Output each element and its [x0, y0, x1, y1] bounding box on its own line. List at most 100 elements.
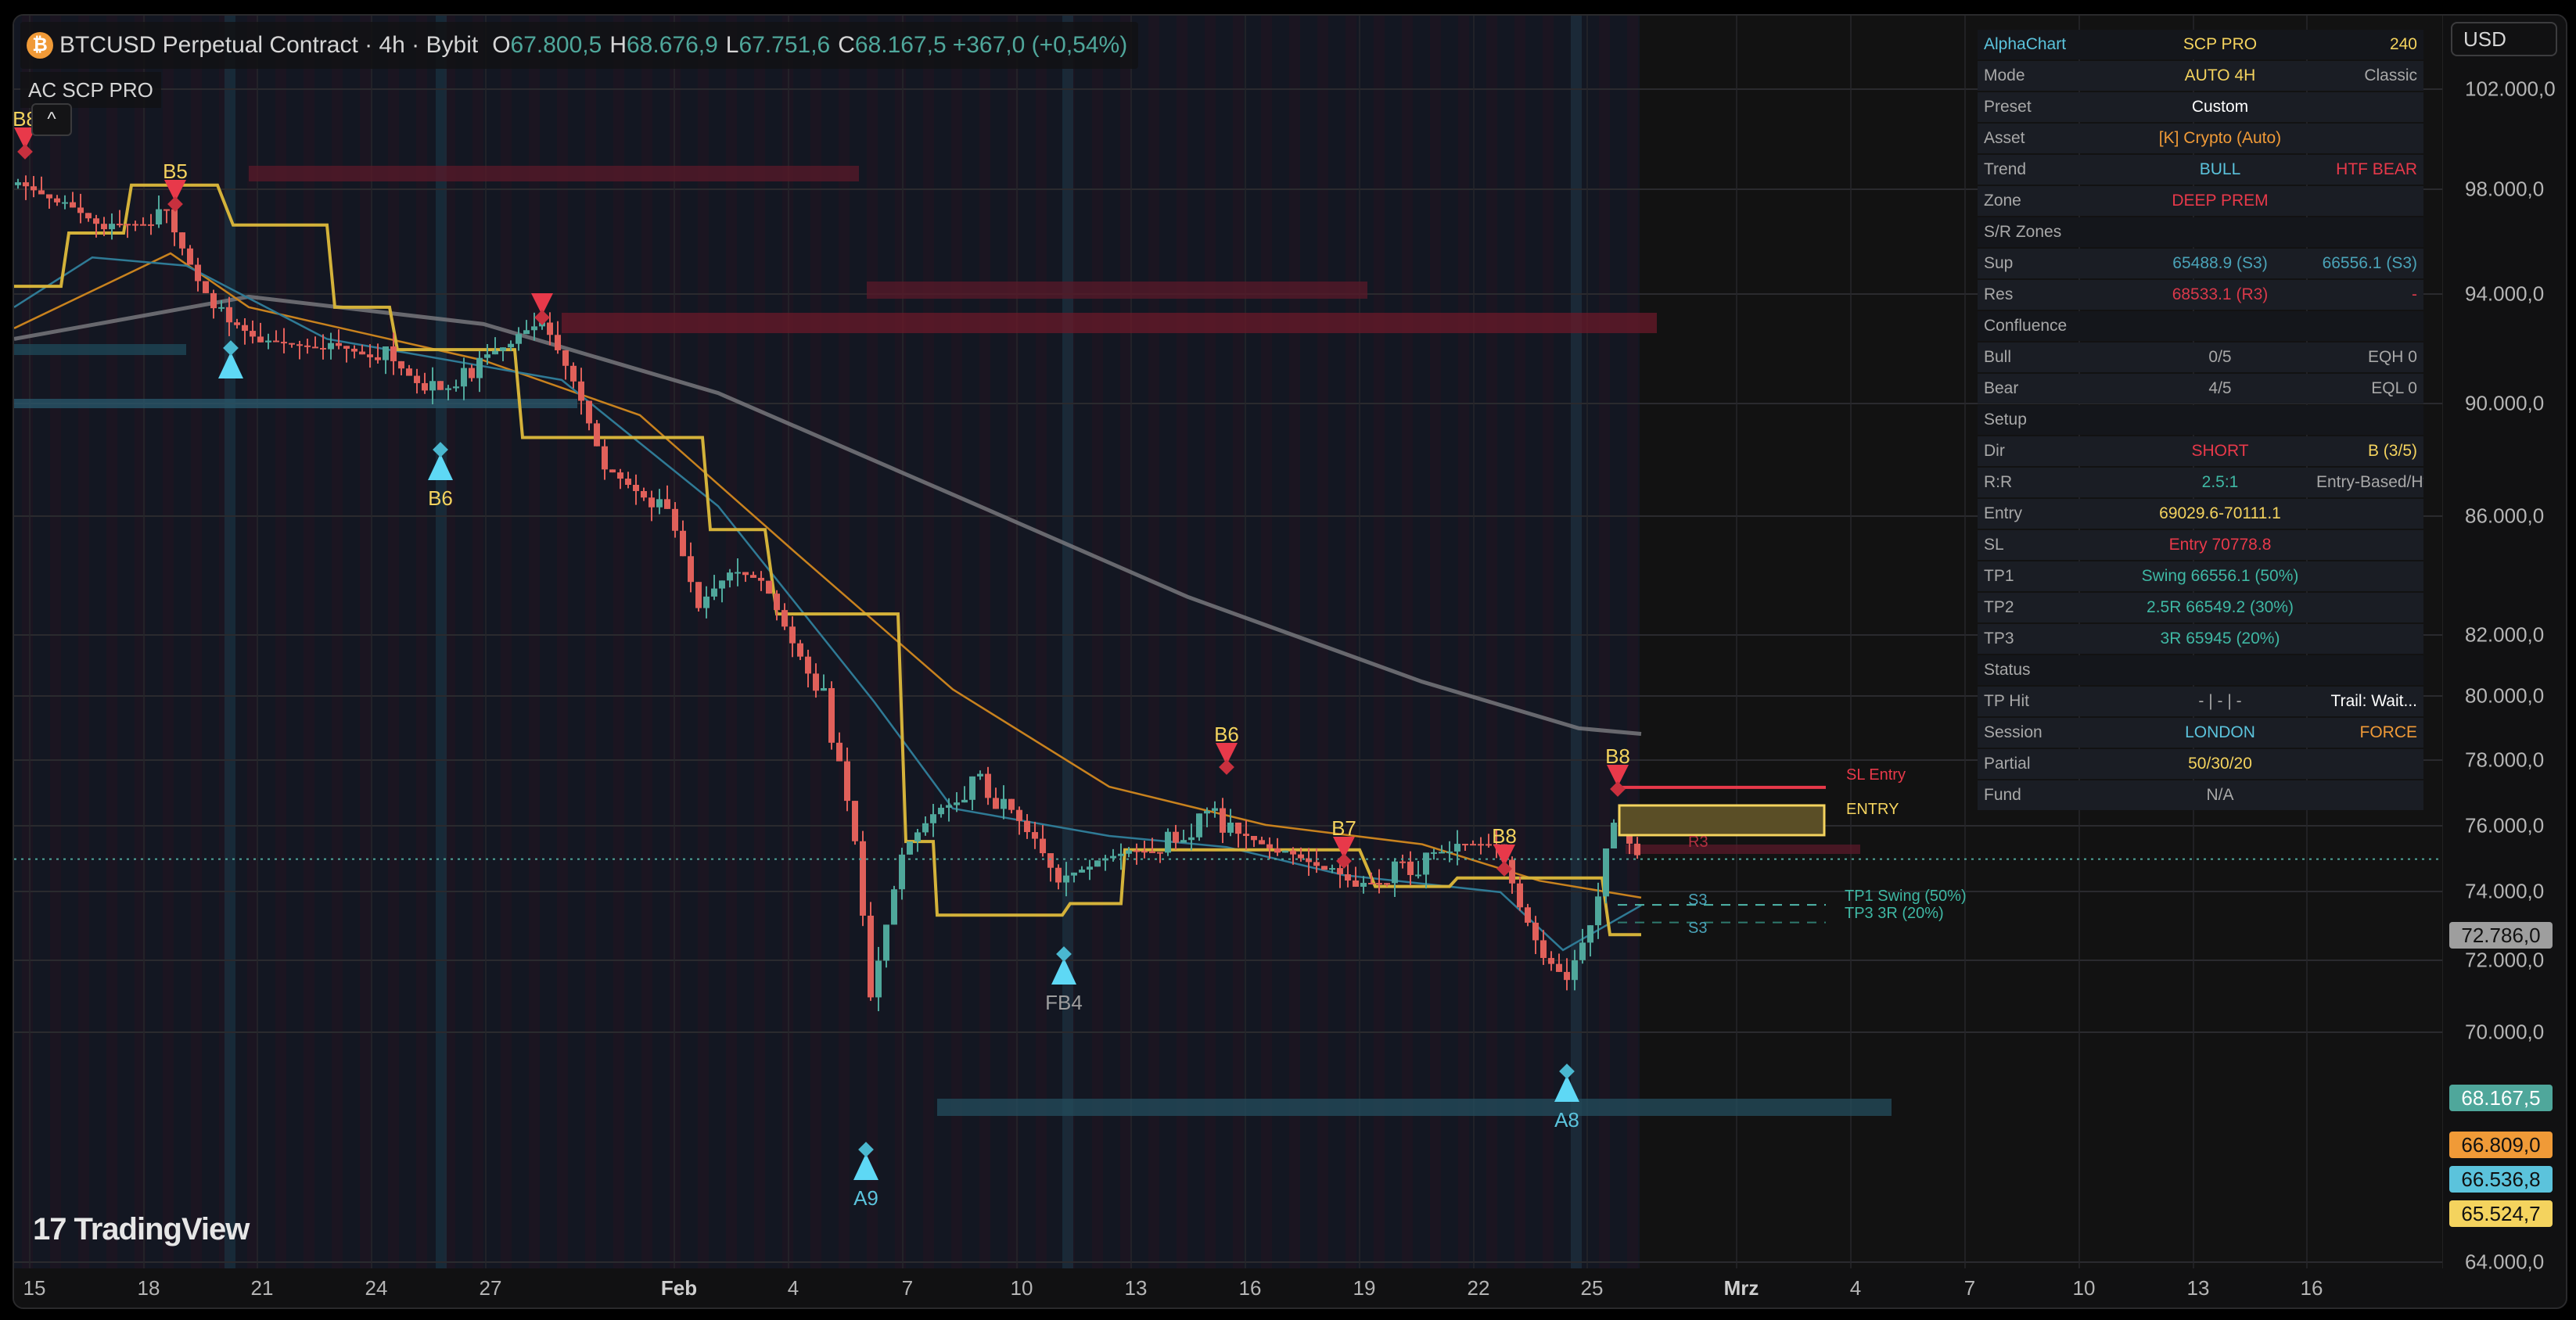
- price-tick: 90.000,0: [2465, 391, 2545, 415]
- info-cell: [K] Crypto (Auto): [2158, 129, 2282, 147]
- info-cell: Status: [1984, 661, 2031, 679]
- info-cell: AUTO 4H: [2184, 66, 2256, 84]
- info-cell: N/A: [2206, 786, 2234, 804]
- info-cell: TP1: [1984, 567, 2014, 585]
- info-cell: 2.5R 66549.2 (30%): [2147, 598, 2294, 616]
- info-cell: Sup: [1984, 254, 2014, 272]
- chart-level-label: SL Entry: [1846, 766, 1906, 784]
- info-cell: SCP PRO: [2183, 35, 2258, 53]
- price-tag: 68.167,5: [2449, 1085, 2553, 1111]
- time-tick: 15: [23, 1276, 46, 1300]
- info-cell: Setup: [1984, 411, 2027, 429]
- time-tick: 24: [365, 1276, 388, 1300]
- info-cell: 0/5: [2208, 348, 2232, 366]
- info-cell: Entry 70778.8: [2168, 536, 2272, 554]
- info-cell: 65488.9 (S3): [2172, 254, 2268, 272]
- chart-level-label: S3: [1688, 920, 1708, 937]
- info-row: Status: [1978, 655, 2423, 685]
- info-cell: Preset: [1984, 98, 2032, 116]
- currency-selector[interactable]: USD: [2451, 22, 2557, 56]
- info-cell: R:R: [1984, 473, 2013, 491]
- info-cell: 66556.1 (S3): [2322, 254, 2417, 272]
- time-tick: 25: [1580, 1276, 1604, 1300]
- info-cell: Classic: [2364, 66, 2417, 84]
- info-cell: SHORT: [2191, 442, 2249, 460]
- time-tick: 10: [2072, 1276, 2096, 1300]
- svg-text:B6: B6: [428, 486, 453, 510]
- price-tick: 72.000,0: [2465, 948, 2545, 972]
- info-cell: 3R 65945 (20%): [2160, 630, 2280, 647]
- time-tick: 19: [1353, 1276, 1376, 1300]
- ohlc-key: C: [838, 32, 855, 58]
- info-cell: SL: [1984, 536, 2004, 554]
- ohlc-values: O67.800,5 H68.676,9 L67.751,6 C68.167,5: [484, 32, 947, 59]
- ohlc-value: 67.751,6: [738, 32, 831, 58]
- time-tick: 27: [479, 1276, 502, 1300]
- price-axis[interactable]: USD 102.000,0 98.000,0 94.000,0 90.000,0 86.…: [2442, 16, 2566, 1274]
- time-tick: Feb: [660, 1276, 698, 1300]
- info-row: Asset [K] Crypto (Auto): [1978, 124, 2423, 153]
- info-cell: 4/5: [2208, 379, 2232, 397]
- price-tick: 86.000,0: [2465, 504, 2545, 528]
- info-row: Dir SHORT B (3/5): [1978, 436, 2423, 466]
- info-cell: Swing 66556.1 (50%): [2141, 567, 2299, 585]
- info-cell: - | - | -: [2198, 692, 2242, 710]
- svg-text:B5: B5: [163, 160, 188, 183]
- time-tick: 4: [1849, 1276, 1862, 1300]
- chart-window: B8 B5 B6 B7 B8 B8 B6 A9 FB4 A8 ₿ BTCUSD Perpetual…: [13, 14, 2567, 1309]
- price-tick: 82.000,0: [2465, 622, 2545, 647]
- alphachart-info-table: AlphaChart SCP PRO 240 Mode AUTO 4H Classic Pr…: [1978, 30, 2423, 812]
- info-cell: EQL 0: [2371, 379, 2417, 397]
- price-tick: 94.000,0: [2465, 282, 2545, 306]
- indicator-legend[interactable]: AC SCP PRO: [20, 72, 161, 108]
- info-cell: EQH 0: [2367, 348, 2417, 366]
- symbol-legend[interactable]: ₿ BTCUSD Perpetual Contract · 4h · Bybit…: [20, 22, 1139, 69]
- time-tick: 21: [250, 1276, 274, 1300]
- ohlc-key: H: [609, 32, 627, 58]
- info-cell: AlphaChart: [1984, 35, 2067, 53]
- info-cell: Trail: Wait...: [2330, 692, 2417, 710]
- info-row: Bear 4/5 EQL 0: [1978, 374, 2423, 404]
- chart-level-label: ENTRY: [1846, 801, 1899, 818]
- price-tick: 70.000,0: [2465, 1020, 2545, 1044]
- info-cell: 240: [2389, 35, 2417, 53]
- info-row: Confluence: [1978, 311, 2423, 341]
- tradingview-mark-icon: 17: [33, 1212, 66, 1246]
- symbol-title: BTCUSD Perpetual Contract · 4h · Bybit: [59, 32, 479, 58]
- info-cell: Trend: [1984, 160, 2027, 178]
- info-cell: 68533.1 (R3): [2172, 285, 2269, 303]
- chevron-up-icon: ^: [47, 109, 56, 130]
- ohlc-value: 68.167,5: [854, 32, 947, 58]
- price-tag: 66.809,0: [2449, 1132, 2553, 1158]
- time-axis[interactable]: 15 18 21 24 27 Feb 4 7 10 13 16 19 22 25 Mrz 4 7 10 13 16: [14, 1268, 2442, 1307]
- ohlc-key: L: [725, 32, 739, 58]
- info-row: TP2 2.5R 66549.2 (30%): [1978, 593, 2423, 622]
- info-cell: Entry: [1984, 504, 2023, 522]
- price-tag: 72.786,0: [2449, 922, 2553, 949]
- svg-text:A8: A8: [1554, 1108, 1579, 1132]
- svg-text:B6: B6: [1214, 723, 1239, 746]
- price-tick: 64.000,0: [2465, 1250, 2545, 1274]
- info-cell: 69029.6-70111.1: [2159, 504, 2281, 522]
- chart-level-label: TP1 Swing (50%): [1845, 888, 1967, 905]
- info-cell: S/R Zones: [1984, 223, 2062, 241]
- collapse-legend-button[interactable]: ^: [31, 103, 72, 136]
- price-tick: 80.000,0: [2465, 683, 2545, 708]
- info-cell: 50/30/20: [2188, 755, 2252, 773]
- info-cell: HTF BEAR: [2336, 160, 2417, 178]
- tradingview-logo[interactable]: 17 TradingView: [33, 1212, 250, 1247]
- price-tag: 65.524,7: [2449, 1200, 2553, 1227]
- info-cell: Res: [1984, 285, 2014, 303]
- info-cell: TP Hit: [1984, 692, 2029, 710]
- time-tick: 18: [137, 1276, 160, 1300]
- price-change: +367,0 (+0,54%): [952, 32, 1128, 58]
- plot-area[interactable]: B8 B5 B6 B7 B8 B8 B6 A9 FB4 A8 ₿ BTCUSD Perpetual…: [14, 16, 2442, 1268]
- info-cell: -: [2412, 285, 2417, 303]
- info-row: Bull 0/5 EQH 0: [1978, 343, 2423, 372]
- info-row: Trend BULL HTF BEAR: [1978, 155, 2423, 185]
- time-tick: 7: [1963, 1276, 1976, 1300]
- info-row: Fund N/A: [1978, 780, 2423, 810]
- info-cell: Zone: [1984, 192, 2021, 210]
- ohlc-value: 67.800,5: [510, 32, 602, 58]
- info-cell: DEEP PREM: [2172, 192, 2269, 210]
